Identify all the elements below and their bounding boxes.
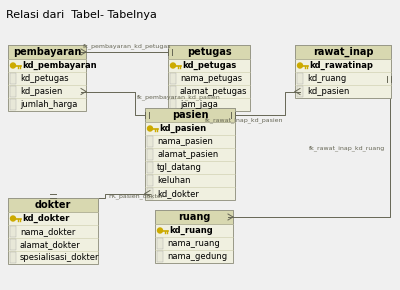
Text: pembayaran: pembayaran [13,47,81,57]
Bar [145,108,235,122]
Bar [155,210,233,263]
Text: kd_petugas: kd_petugas [20,74,69,83]
Text: kd_rawatinap: kd_rawatinap [309,61,373,70]
Bar [147,136,153,147]
Bar [155,210,233,224]
Bar [8,198,98,212]
Circle shape [298,63,302,68]
Bar [295,45,391,59]
Text: kd_dokter: kd_dokter [157,189,199,198]
Bar [8,45,86,111]
Text: alamat_pasien: alamat_pasien [157,150,218,159]
Bar [297,86,303,97]
Text: FK_pasien_dokter: FK_pasien_dokter [108,193,163,199]
Bar [10,86,16,97]
Text: kd_petugas: kd_petugas [182,61,236,70]
Text: fk_rawat_inap_kd_pasien: fk_rawat_inap_kd_pasien [204,117,283,123]
Text: spesialisasi_dokter: spesialisasi_dokter [20,253,100,262]
Bar [145,108,235,200]
Bar [10,252,16,263]
Bar [168,45,250,59]
Text: dokter: dokter [35,200,71,210]
Text: fk_rawat_inap_kd_ruang: fk_rawat_inap_kd_ruang [309,145,385,151]
Text: kd_ruang: kd_ruang [169,226,213,235]
Text: fk_pembayaran_kd_petugas: fk_pembayaran_kd_petugas [83,43,171,49]
Bar [297,73,303,84]
Circle shape [158,228,162,233]
Text: alamat_petugas: alamat_petugas [180,87,248,96]
Bar [10,239,16,250]
Bar [10,226,16,237]
Text: ruang: ruang [178,212,210,222]
Text: pasien: pasien [172,110,208,120]
Text: nama_pasien: nama_pasien [157,137,213,146]
Bar [147,175,153,186]
Circle shape [10,216,16,221]
Text: jumlah_harga: jumlah_harga [20,100,77,109]
Text: rawat_inap: rawat_inap [313,47,373,57]
Circle shape [170,63,176,68]
Text: kd_pasien: kd_pasien [307,87,349,96]
Circle shape [10,63,16,68]
Bar [8,45,86,59]
Bar [10,73,16,84]
Text: jam_jaga: jam_jaga [180,100,218,109]
Text: kd_pasien: kd_pasien [20,87,62,96]
Bar [157,238,163,249]
Text: nama_dokter: nama_dokter [20,227,75,236]
Text: nama_petugas: nama_petugas [180,74,242,83]
Text: kd_pasien: kd_pasien [159,124,206,133]
Text: kd_pembayaran: kd_pembayaran [22,61,97,70]
Bar [170,86,176,97]
Bar [147,149,153,160]
Text: fk_pembayaran_kd_pasien: fk_pembayaran_kd_pasien [137,95,221,100]
Bar [157,251,163,262]
Text: keluhan: keluhan [157,176,190,185]
Text: nama_gedung: nama_gedung [167,252,227,261]
Text: petugas: petugas [187,47,231,57]
Bar [170,99,176,110]
Bar [170,73,176,84]
Bar [147,188,153,199]
Text: alamat_dokter: alamat_dokter [20,240,81,249]
Text: Relasi dari  Tabel- Tabelnya: Relasi dari Tabel- Tabelnya [6,10,157,20]
Text: nama_ruang: nama_ruang [167,239,220,248]
Bar [10,99,16,110]
Text: tgl_datang: tgl_datang [157,163,202,172]
Bar [168,45,250,111]
Bar [8,198,98,264]
Text: kd_ruang: kd_ruang [307,74,346,83]
Bar [147,162,153,173]
Text: kd_dokter: kd_dokter [22,214,69,223]
Bar [295,45,391,98]
Circle shape [148,126,152,131]
